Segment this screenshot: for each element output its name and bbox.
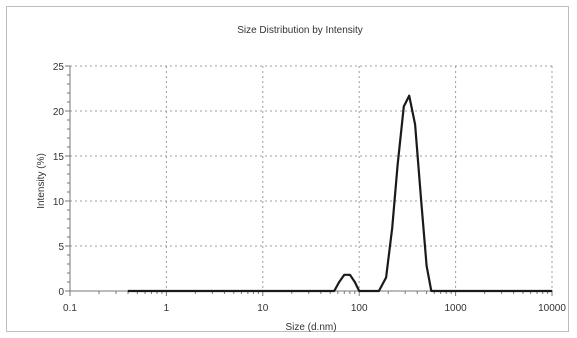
y-tick-label: 25 — [53, 62, 65, 73]
x-tick-label: 1000 — [444, 303, 467, 314]
x-axis-label: Size (d.nm) — [285, 322, 336, 333]
x-tick-label: 1 — [164, 303, 170, 314]
y-axis-label: Intensity (%) — [36, 153, 47, 209]
data-point — [403, 105, 405, 108]
data-point — [391, 227, 393, 229]
data-point — [385, 276, 387, 279]
x-tick-label: 100 — [351, 303, 368, 314]
data-point — [362, 290, 364, 292]
data-point — [349, 274, 351, 276]
x-tick-label: 10 — [257, 303, 269, 314]
y-tick-label: 5 — [58, 242, 64, 253]
chart-frame — [6, 6, 569, 332]
data-point — [396, 164, 399, 166]
x-tick-label: 10000 — [538, 303, 566, 314]
data-point — [333, 290, 335, 292]
data-point — [425, 265, 428, 267]
data-point — [420, 200, 422, 202]
data-point — [430, 290, 432, 292]
chart-title: Size Distribution by Intensity — [237, 25, 363, 36]
y-tick-label: 15 — [53, 152, 65, 163]
data-point — [414, 123, 416, 126]
y-tick-label: 10 — [53, 197, 65, 208]
tick-labels: 0.1 1 10 100 1000 10000 0 5 10 15 20 25 — [53, 62, 566, 314]
data-point — [445, 290, 447, 292]
data-point — [455, 290, 457, 292]
data-point — [127, 290, 129, 292]
data-point — [551, 290, 553, 292]
series-layer — [127, 94, 553, 293]
data-point — [262, 290, 264, 292]
data-point — [434, 290, 437, 292]
data-point — [358, 290, 360, 292]
intensity-series-line — [128, 94, 552, 293]
data-point — [408, 95, 410, 97]
y-tick-label: 0 — [58, 287, 64, 298]
grid — [70, 65, 553, 291]
axes — [65, 65, 553, 296]
y-tick-label: 20 — [53, 107, 65, 118]
data-point — [354, 281, 356, 283]
x-tick-label: 0.1 — [63, 303, 77, 314]
data-point — [378, 290, 380, 292]
data-point — [320, 290, 322, 292]
data-point — [338, 281, 340, 283]
data-point — [165, 290, 167, 292]
data-point — [343, 274, 345, 276]
